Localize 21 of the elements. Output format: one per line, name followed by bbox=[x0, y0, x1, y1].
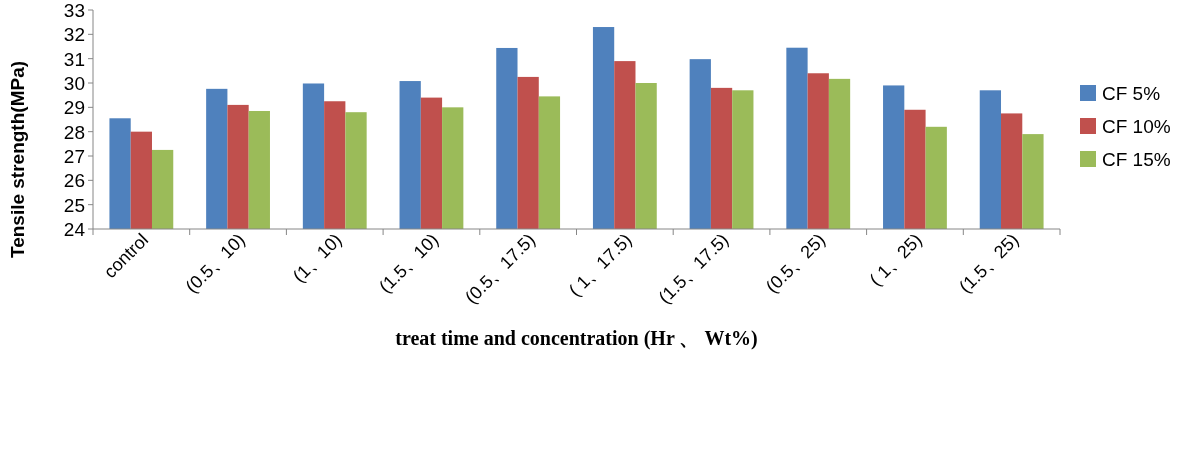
x-tick-label: (0.5、10) bbox=[181, 229, 249, 297]
y-tick-label: 33 bbox=[63, 0, 85, 21]
y-tick-label: 27 bbox=[63, 146, 85, 167]
y-tick-label: 32 bbox=[63, 24, 85, 46]
x-tick-label: (1.5、10) bbox=[375, 229, 443, 297]
y-tick-label: 28 bbox=[63, 121, 85, 143]
y-tick-label: 31 bbox=[63, 48, 85, 70]
y-tick-label: 26 bbox=[63, 170, 85, 192]
x-tick-label: (1.5、25) bbox=[955, 229, 1023, 297]
legend-label: CF 10% bbox=[1102, 116, 1171, 137]
x-axis-title: treat time and concentration (Hr 、 Wt%) bbox=[395, 327, 758, 350]
legend-label: CF 15% bbox=[1102, 149, 1171, 170]
y-tick-label: 24 bbox=[63, 219, 86, 240]
x-tick-label: (1、10) bbox=[288, 229, 346, 287]
x-tick-label: ( 1、25) bbox=[865, 229, 926, 290]
y-tick-label: 29 bbox=[63, 97, 85, 119]
legend-label: CF 5% bbox=[1102, 83, 1161, 104]
y-tick-label: 30 bbox=[63, 73, 85, 94]
y-tick-label: 25 bbox=[63, 194, 85, 216]
y-axis-title: Tensile strength(MPa) bbox=[7, 60, 28, 259]
x-tick-label: (0.5、25) bbox=[761, 229, 830, 297]
